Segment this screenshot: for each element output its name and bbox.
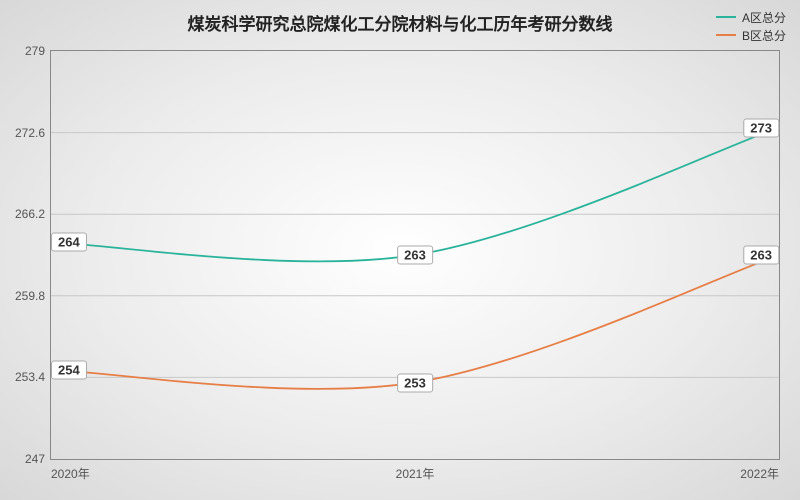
point-label: 263 [743,246,779,265]
point-label: 264 [51,233,87,252]
legend-swatch-a [716,16,736,18]
legend-label-a: A区总分 [742,9,786,26]
point-label: 254 [51,360,87,379]
y-tick-label: 259.8 [15,289,45,303]
x-tick-label: 2020年 [51,465,90,482]
y-tick-label: 272.6 [15,126,45,140]
chart-container: 煤炭科学研究总院煤化工分院材料与化工历年考研分数线 A区总分 B区总分 2472… [0,0,800,500]
plot-area: 247253.4259.8266.2272.62792020年2021年2022… [50,50,780,460]
point-label: 263 [397,246,433,265]
legend-label-b: B区总分 [742,27,786,44]
y-tick-label: 253.4 [15,370,45,384]
y-tick-label: 247 [25,452,45,466]
legend: A区总分 B区总分 [716,8,786,44]
x-tick-label: 2021年 [396,465,435,482]
chart-title: 煤炭科学研究总院煤化工分院材料与化工历年考研分数线 [0,10,800,35]
point-label: 253 [397,373,433,392]
legend-item-b: B区总分 [716,26,786,44]
x-tick-label: 2022年 [740,465,779,482]
series-line-1 [51,255,779,389]
y-tick-label: 266.2 [15,207,45,221]
legend-item-a: A区总分 [716,8,786,26]
point-label: 273 [743,118,779,137]
legend-swatch-b [716,34,736,36]
y-tick-label: 279 [25,44,45,58]
series-line-0 [51,128,779,262]
